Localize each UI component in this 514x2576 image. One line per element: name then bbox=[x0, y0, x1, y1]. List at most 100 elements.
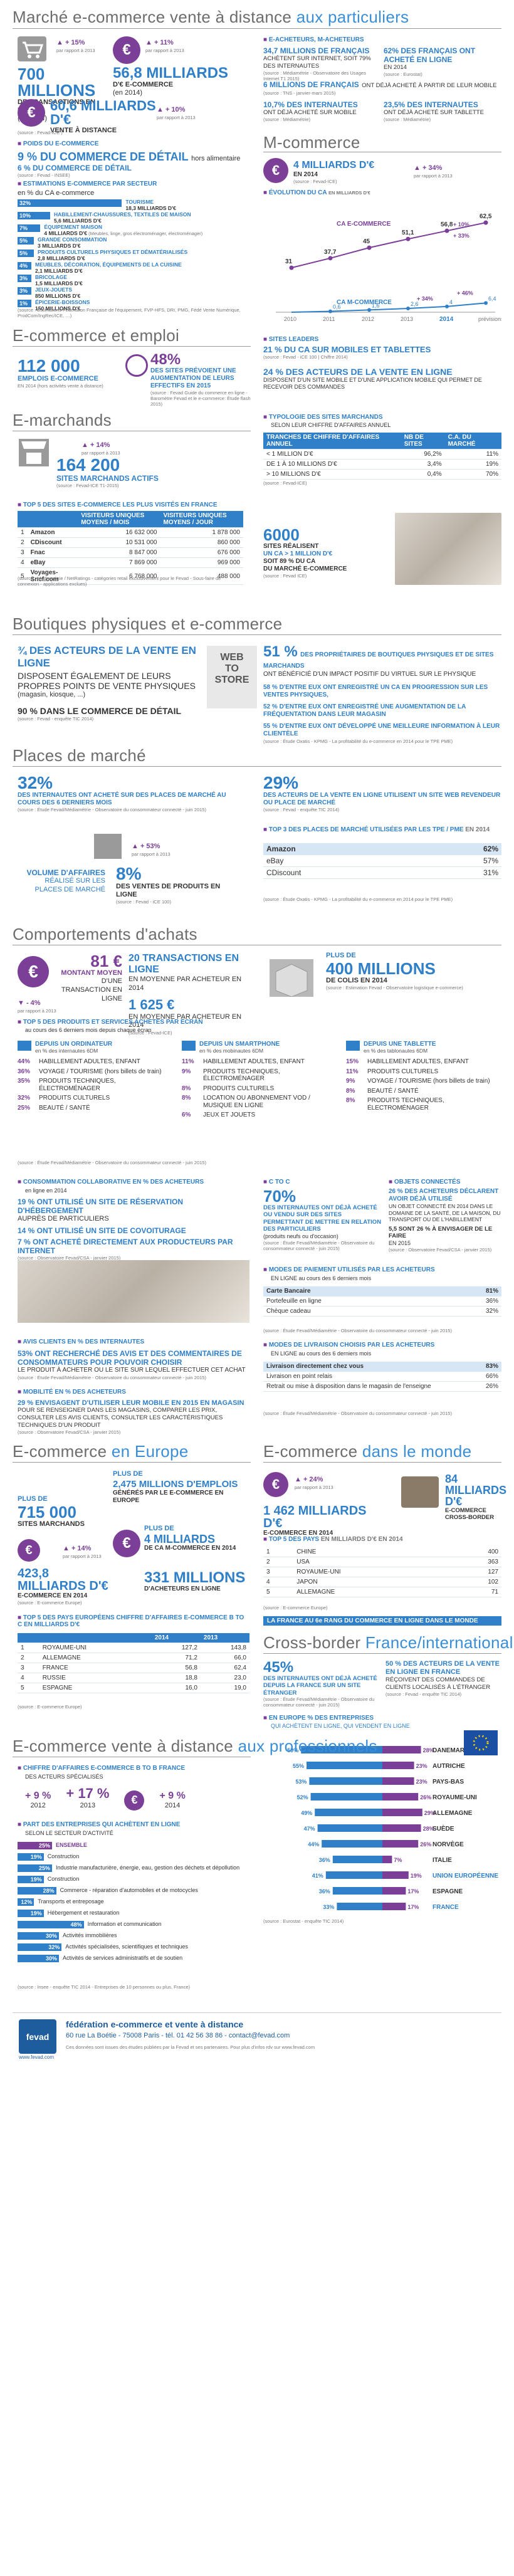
sector-bar: 32% bbox=[18, 199, 122, 207]
tag-collaborative: ■ CONSOMMATION COLLABORATIVE en % des ac… bbox=[18, 1179, 204, 1185]
colis: PLUS DE 400 MILLIONS DE COLIS EN 2014 (s… bbox=[326, 952, 463, 991]
sector-label: Information et communication bbox=[87, 1921, 162, 1927]
series-name-mcommerce: CA M-COMMERCE bbox=[337, 299, 392, 306]
country-label: PAYS-BAS bbox=[433, 1779, 464, 1785]
tag-top3-places: ■ TOP 3 DES PLACES DE MARCHÉ UTILISÉES P… bbox=[263, 826, 490, 833]
growth-annotation: + 46% bbox=[457, 290, 473, 297]
country-label: ROYAUME-UNI bbox=[433, 1794, 477, 1801]
acteurs-mobile: 24 % DES ACTEURS DE LA VENTE EN LIGNE DI… bbox=[263, 367, 482, 391]
sector-bar: 25% bbox=[18, 1842, 52, 1849]
photo-woman-shopping bbox=[395, 513, 501, 585]
part-entreprises-bars: 25% ENSEMBLE 19% Construction 25% Industrie m… bbox=[18, 1842, 249, 1966]
growth-15: ▲ + 15% par rapport à 2013 bbox=[56, 39, 95, 53]
ca-monde: 1 462 MILLIARDS D'€ E-COMMERCE EN 2014 bbox=[263, 1504, 367, 1537]
sector-row: 25% ENSEMBLE bbox=[18, 1842, 249, 1851]
table-header: VISITEURS UNIQUES MOYENS / MOIS VISITEURS… bbox=[18, 511, 243, 528]
table-row: DE 1 À 10 MILLIONS D'€ 3,4% 19% bbox=[263, 459, 501, 470]
ecran-column: DEPUIS UN SMARTPHONE en % des mobinautes … bbox=[182, 1041, 337, 1154]
top5-europe-table: 2014 2013 1 ROYAUME-UNI 127,2 143,8 2 ALLEMAGNE… bbox=[18, 1633, 249, 1693]
tag-part-entreprises: ■ PART DES ENTREPRISES QUI ACHÈTENT EN L… bbox=[18, 1821, 181, 1828]
sector-label: Activités immobilières bbox=[63, 1932, 117, 1938]
sector-label: Commerce - réparation d'automobiles et d… bbox=[60, 1887, 198, 1893]
table-row: 5 ALLEMAGNE 71 bbox=[263, 1587, 501, 1597]
emarch-growth: ▲ + 14% par rapport à 2013 bbox=[81, 441, 120, 456]
bar-achat bbox=[317, 1824, 382, 1832]
sector-bar: 28% bbox=[18, 1887, 56, 1895]
tag-btob: ■ CHIFFRE D'AFFAIRES E-COMMERCE B to B F… bbox=[18, 1765, 186, 1772]
value-achat: 55% bbox=[293, 1763, 304, 1769]
table-row: 3 ROYAUME-UNI 127 bbox=[263, 1567, 501, 1577]
emplois-europe: PLUS DE 2,475 MILLIONS D'EMPLOIS GÉNÉRÉS… bbox=[113, 1470, 238, 1504]
footer-address: 60 rue La Boétie - 75008 Paris - tél. 01… bbox=[66, 2032, 290, 2039]
bar-vente bbox=[382, 1856, 392, 1863]
country-label: ITALIE bbox=[433, 1857, 452, 1864]
bar-achat bbox=[301, 1746, 382, 1753]
mobilite: 29 % ENVISAGENT D'UTILISER LEUR MOBILE E… bbox=[18, 1399, 244, 1435]
euro-icon: € bbox=[18, 99, 45, 127]
ecran-item: 32% PRODUITS CULTURELS bbox=[18, 1095, 110, 1101]
bar-achat bbox=[325, 1871, 382, 1879]
ecran-heading: DEPUIS UN ORDINATEUR en % des internautes… bbox=[35, 1041, 113, 1054]
x-tick-label: 2010 bbox=[284, 316, 296, 322]
growth-annotation: + 33% bbox=[453, 233, 469, 239]
shop-icon bbox=[94, 834, 122, 859]
ecran-item: 9% VOYAGE / TOURISME (hors billets de tra… bbox=[346, 1078, 490, 1085]
point-mcommerce bbox=[406, 307, 410, 311]
globe-cart-icon bbox=[401, 1476, 439, 1508]
table-row: Livraison en point relais 66% bbox=[263, 1371, 501, 1382]
euro-icon: € bbox=[113, 1530, 140, 1557]
label-ecommerce: 45 bbox=[363, 238, 370, 245]
source: (source : Étude Fevad/Médiamétrie - Obse… bbox=[263, 1411, 452, 1416]
divider bbox=[13, 1462, 251, 1463]
tag-typologie: ■ TYPOLOGIE DES SITES MARCHANDS bbox=[263, 414, 383, 421]
country-label: NORVÈGE bbox=[433, 1840, 464, 1848]
ecran-item: 8% LOCATION OU ABONNEMENT VOD / MUSIQUE E… bbox=[182, 1095, 310, 1109]
sector-label: ÉQUIPEMENT MAISON 4 MILLIARDS D'€ (Meuble… bbox=[44, 224, 203, 236]
source: (source : Estimations Fédération Françai… bbox=[18, 307, 241, 318]
ecran-item: 6% JEUX ET JOUETS bbox=[182, 1112, 256, 1118]
table-row: Carte Bancaire 81% bbox=[263, 1286, 501, 1296]
table-row: 5 Voyages-Sncf.com 6 768 000 488 000 bbox=[18, 567, 243, 585]
point-ecommerce bbox=[289, 265, 294, 270]
ecran-column: DEPUIS UNE TABLETTE en % des tablonautes … bbox=[346, 1041, 501, 1154]
tag-evolution: ■ ÉVOLUTION DU CA en milliards d'€ bbox=[263, 189, 370, 196]
point-ecommerce bbox=[483, 220, 488, 225]
bar-vente bbox=[382, 1793, 419, 1801]
livraison-table: Livraison directement chez vous 83% Livrai… bbox=[263, 1362, 501, 1392]
paiement-table: Carte Bancaire 81% Portefeuille en ligne 36… bbox=[263, 1286, 501, 1317]
label-ecommerce: 56,8 bbox=[441, 221, 453, 228]
tag-poids: ■ POIDS DU E-COMMERCE bbox=[18, 140, 99, 147]
top3-places-table: Amazon 62% eBay 57% CDiscount 31% bbox=[263, 843, 501, 879]
table-row: 4 eBay 7 869 000 969 000 bbox=[18, 557, 243, 568]
value-vente: 23% bbox=[416, 1763, 427, 1769]
bar-vente bbox=[382, 1762, 414, 1769]
montant-moyen: 81 € MONTANT MOYEN D'UNE TRANSACTION EN … bbox=[61, 952, 122, 1002]
table-row: CDiscount 31% bbox=[263, 866, 501, 879]
ecran-item: 35% PRODUITS TECHNIQUES, ÉLECTROMÉNAGER bbox=[18, 1078, 116, 1092]
sector-label: Industrie manufacturière, énergie, eau, … bbox=[56, 1864, 240, 1871]
bar-vente bbox=[382, 1903, 406, 1910]
ecran-heading: DEPUIS UN SMARTPHONE en % des mobinautes … bbox=[199, 1041, 280, 1054]
boutiques-left: ¾ DES ACTEURS DE LA VENTE EN LIGNE DISPO… bbox=[18, 644, 196, 722]
bar-vente bbox=[382, 1809, 422, 1816]
cross-50: 50 % DES ACTEURS DE LA VENTE EN LIGNE EN… bbox=[386, 1660, 500, 1698]
country-label: AUTRICHE bbox=[433, 1763, 465, 1770]
sector-label: ÉPICERIE-BOISSONS 150 MILLIONS D'€ bbox=[35, 299, 90, 312]
sector-bar: 3% bbox=[18, 287, 31, 295]
value-achat: 47% bbox=[304, 1826, 315, 1832]
sector-row: 19% Construction bbox=[18, 1853, 249, 1862]
table-row: 4 RUSSIE 18,8 23,0 bbox=[18, 1673, 249, 1683]
section-title-comportements: Comportements d'achats bbox=[13, 925, 197, 944]
sector-bar: 5% bbox=[18, 250, 34, 257]
sector-label: Construction bbox=[47, 1853, 80, 1859]
value-achat: 36% bbox=[319, 1888, 330, 1895]
footer-url[interactable]: www.fevad.com bbox=[19, 2054, 55, 2060]
sector-row: 30% Activités de services administratifs … bbox=[18, 1955, 249, 1964]
label-ecommerce: 31 bbox=[285, 258, 293, 265]
footer-note: Ces données sont issues des études publi… bbox=[66, 2044, 315, 2050]
section-title-boutiques: Boutiques physiques et e-commerce bbox=[13, 614, 283, 633]
section-title-emploi: E-commerce et emploi bbox=[13, 326, 180, 345]
sector-bar: 10% bbox=[18, 212, 50, 219]
